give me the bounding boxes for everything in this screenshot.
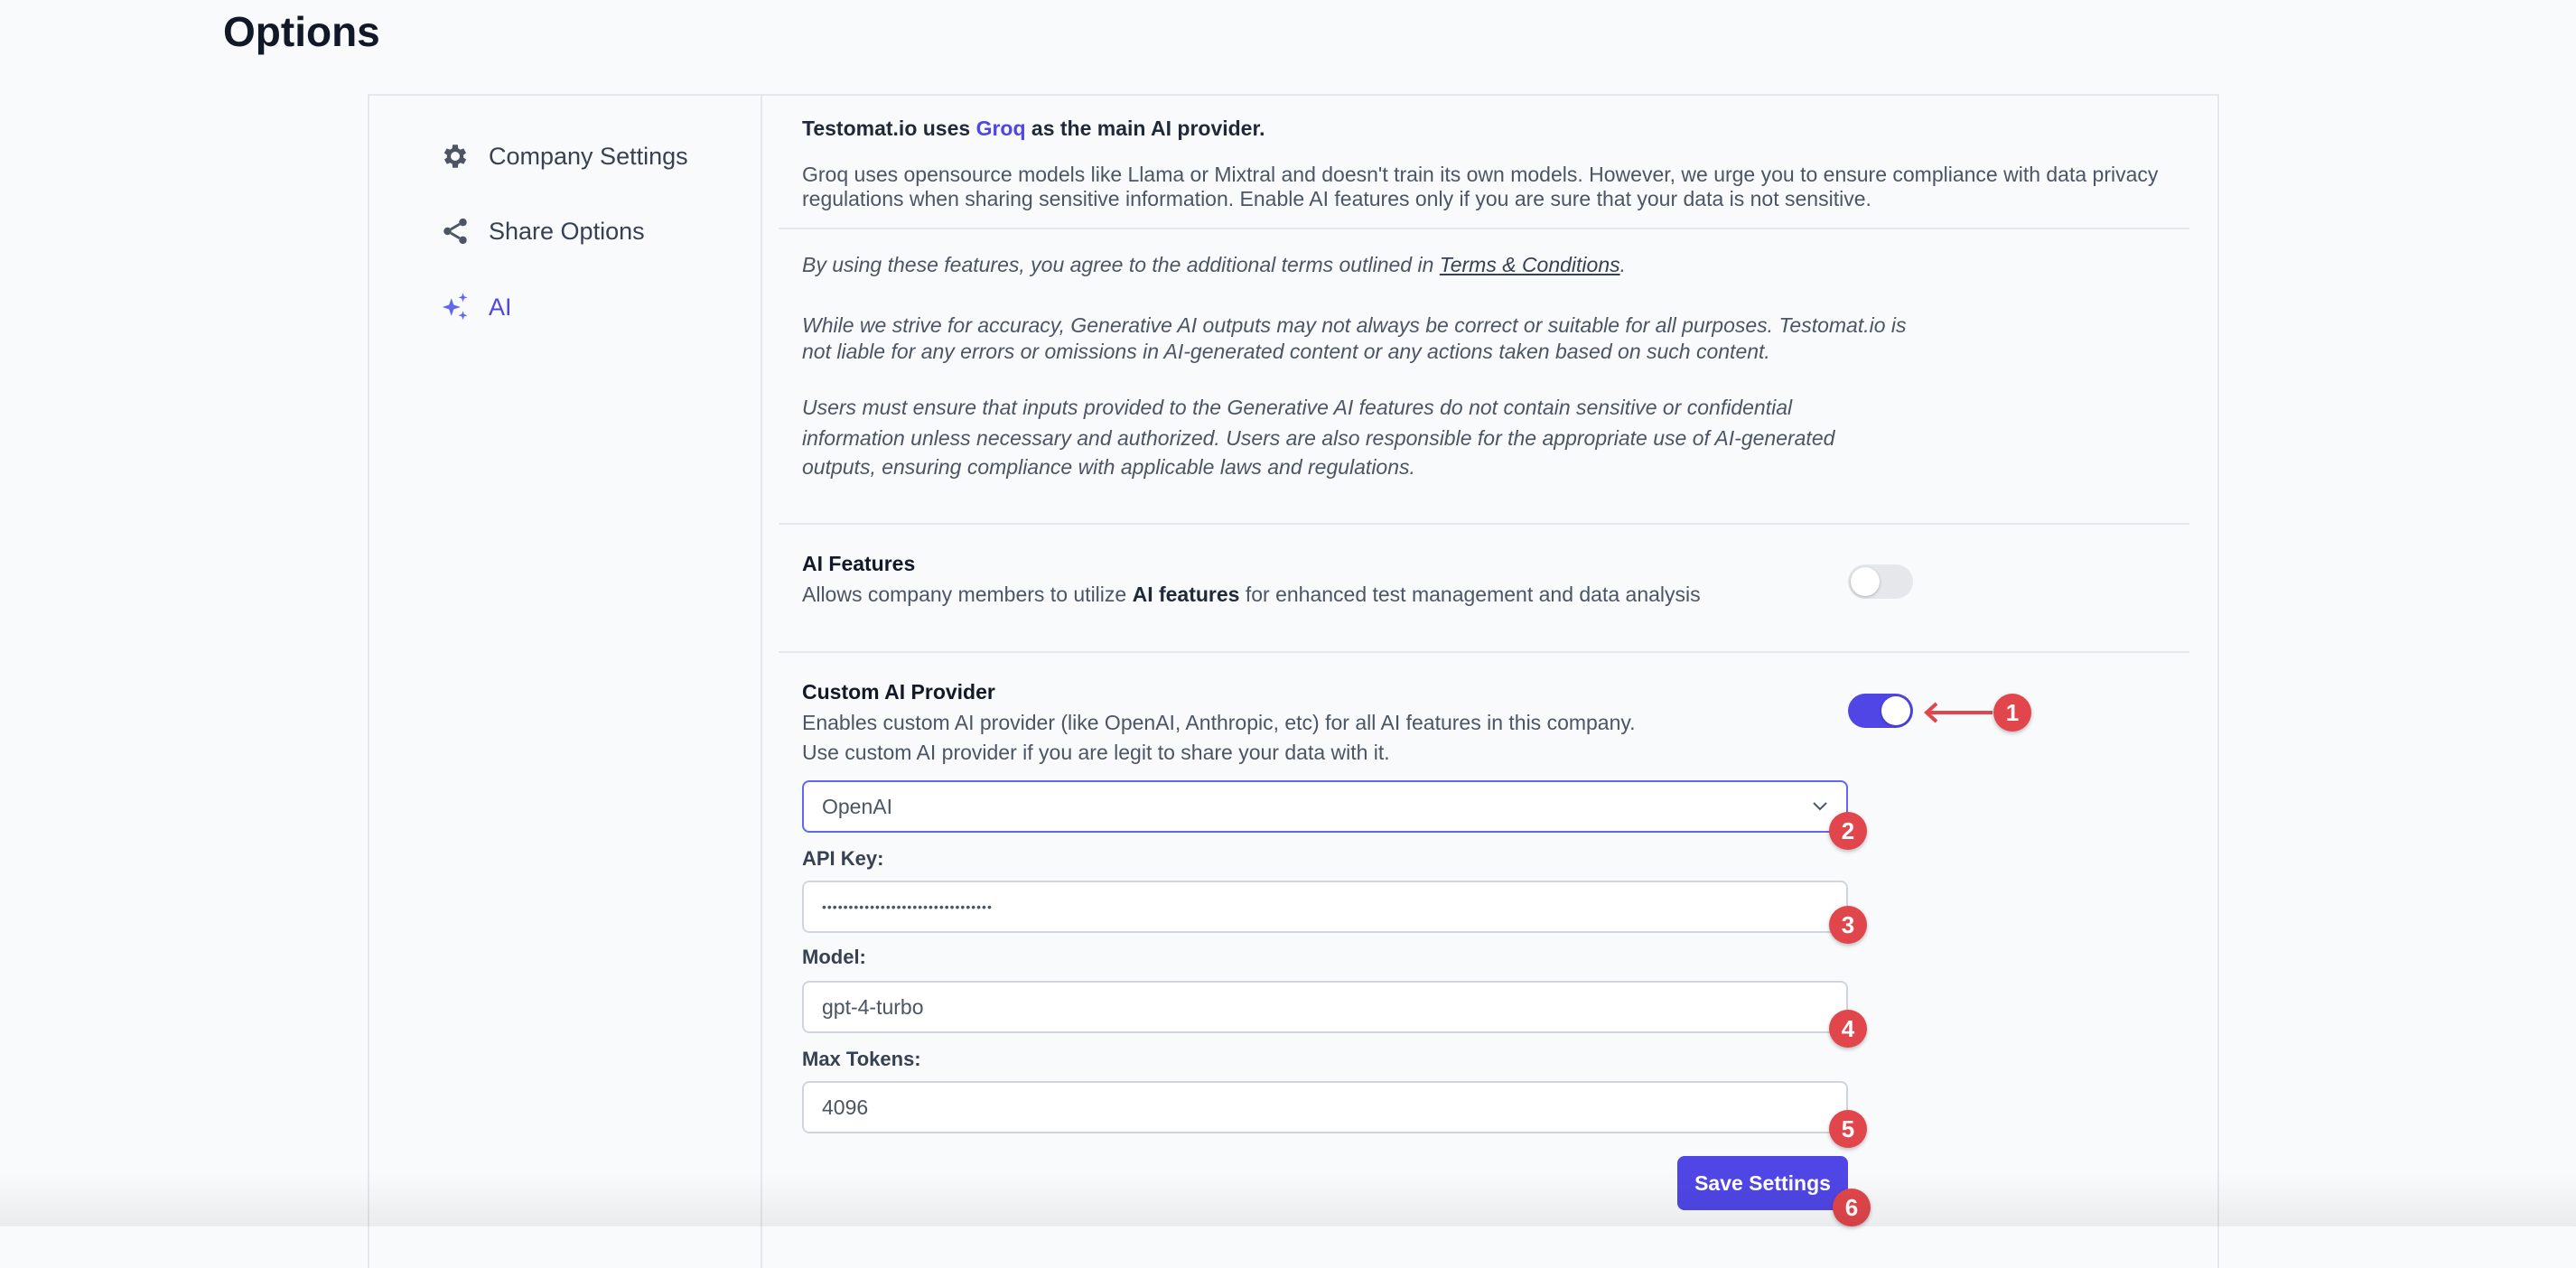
bottom-shadow bbox=[0, 1174, 2576, 1226]
terms-text: By using these features, you agree to th… bbox=[802, 253, 1627, 276]
ai-features-desc: Allows company members to utilize AI fea… bbox=[802, 583, 1701, 606]
provider-select-value: OpenAI bbox=[822, 794, 892, 818]
divider bbox=[779, 523, 2189, 525]
model-label: Model: bbox=[802, 946, 866, 968]
api-key-label: API Key: bbox=[802, 847, 884, 870]
sidebar-item-company-settings[interactable]: Company Settings bbox=[440, 141, 688, 172]
provider-select[interactable]: OpenAI bbox=[802, 780, 1848, 833]
disclaimer-2: not liable for any errors or omissions i… bbox=[802, 340, 1770, 363]
annotation-badge-2: 2 bbox=[1829, 812, 1867, 850]
sidebar-item-label: Share Options bbox=[489, 217, 645, 245]
disclaimer-5: outputs, ensuring compliance with applic… bbox=[802, 455, 1415, 479]
save-settings-button[interactable]: Save Settings bbox=[1677, 1156, 1848, 1210]
api-key-input[interactable]: •••••••••••••••••••••••••••••••• bbox=[802, 881, 1848, 933]
max-tokens-label: Max Tokens: bbox=[802, 1048, 921, 1070]
model-input[interactable]: gpt-4-turbo bbox=[802, 981, 1848, 1033]
disclaimer-1: While we strive for accuracy, Generative… bbox=[802, 313, 1907, 337]
annotation-badge-6: 6 bbox=[1833, 1189, 1871, 1226]
sidebar-divider bbox=[761, 94, 762, 1268]
options-card bbox=[368, 94, 2219, 1268]
custom-provider-toggle[interactable] bbox=[1848, 694, 1913, 728]
ai-features-toggle[interactable] bbox=[1848, 564, 1913, 599]
sidebar-item-label: Company Settings bbox=[489, 142, 688, 170]
disclaimer-4: information unless necessary and authori… bbox=[802, 426, 1835, 450]
sidebar-item-share-options[interactable]: Share Options bbox=[440, 216, 645, 247]
chevron-down-icon bbox=[1813, 802, 1827, 811]
sidebar-item-label: AI bbox=[489, 293, 512, 321]
custom-provider-desc-2: Use custom AI provider if you are legit … bbox=[802, 741, 1390, 764]
disclaimer-3: Users must ensure that inputs provided t… bbox=[802, 396, 1793, 419]
annotation-badge-4: 4 bbox=[1829, 1010, 1867, 1048]
arrow-left-icon bbox=[1924, 702, 1993, 723]
custom-provider-desc-1: Enables custom AI provider (like OpenAI,… bbox=[802, 711, 1636, 734]
annotation-badge-1: 1 bbox=[1993, 694, 2031, 732]
divider bbox=[779, 651, 2189, 653]
sparkles-icon bbox=[442, 293, 468, 321]
max-tokens-input[interactable]: 4096 bbox=[802, 1081, 1848, 1133]
gear-icon bbox=[443, 145, 467, 168]
ai-features-title: AI Features bbox=[802, 552, 916, 575]
annotation-badge-3: 3 bbox=[1829, 906, 1867, 944]
divider bbox=[779, 228, 2189, 229]
page-title: Options bbox=[223, 8, 380, 55]
groq-link[interactable]: Groq bbox=[975, 117, 1026, 140]
intro-heading: Testomat.io uses Groq as the main AI pro… bbox=[802, 117, 1265, 140]
sidebar-item-ai[interactable]: AI bbox=[440, 292, 512, 322]
intro-text-1: Groq uses opensource models like Llama o… bbox=[802, 163, 2159, 186]
share-icon bbox=[443, 218, 467, 245]
custom-provider-title: Custom AI Provider bbox=[802, 680, 995, 704]
annotation-badge-5: 5 bbox=[1829, 1110, 1867, 1148]
terms-link[interactable]: Terms & Conditions bbox=[1439, 253, 1620, 276]
intro-text-2: regulations when sharing sensitive infor… bbox=[802, 187, 1871, 210]
